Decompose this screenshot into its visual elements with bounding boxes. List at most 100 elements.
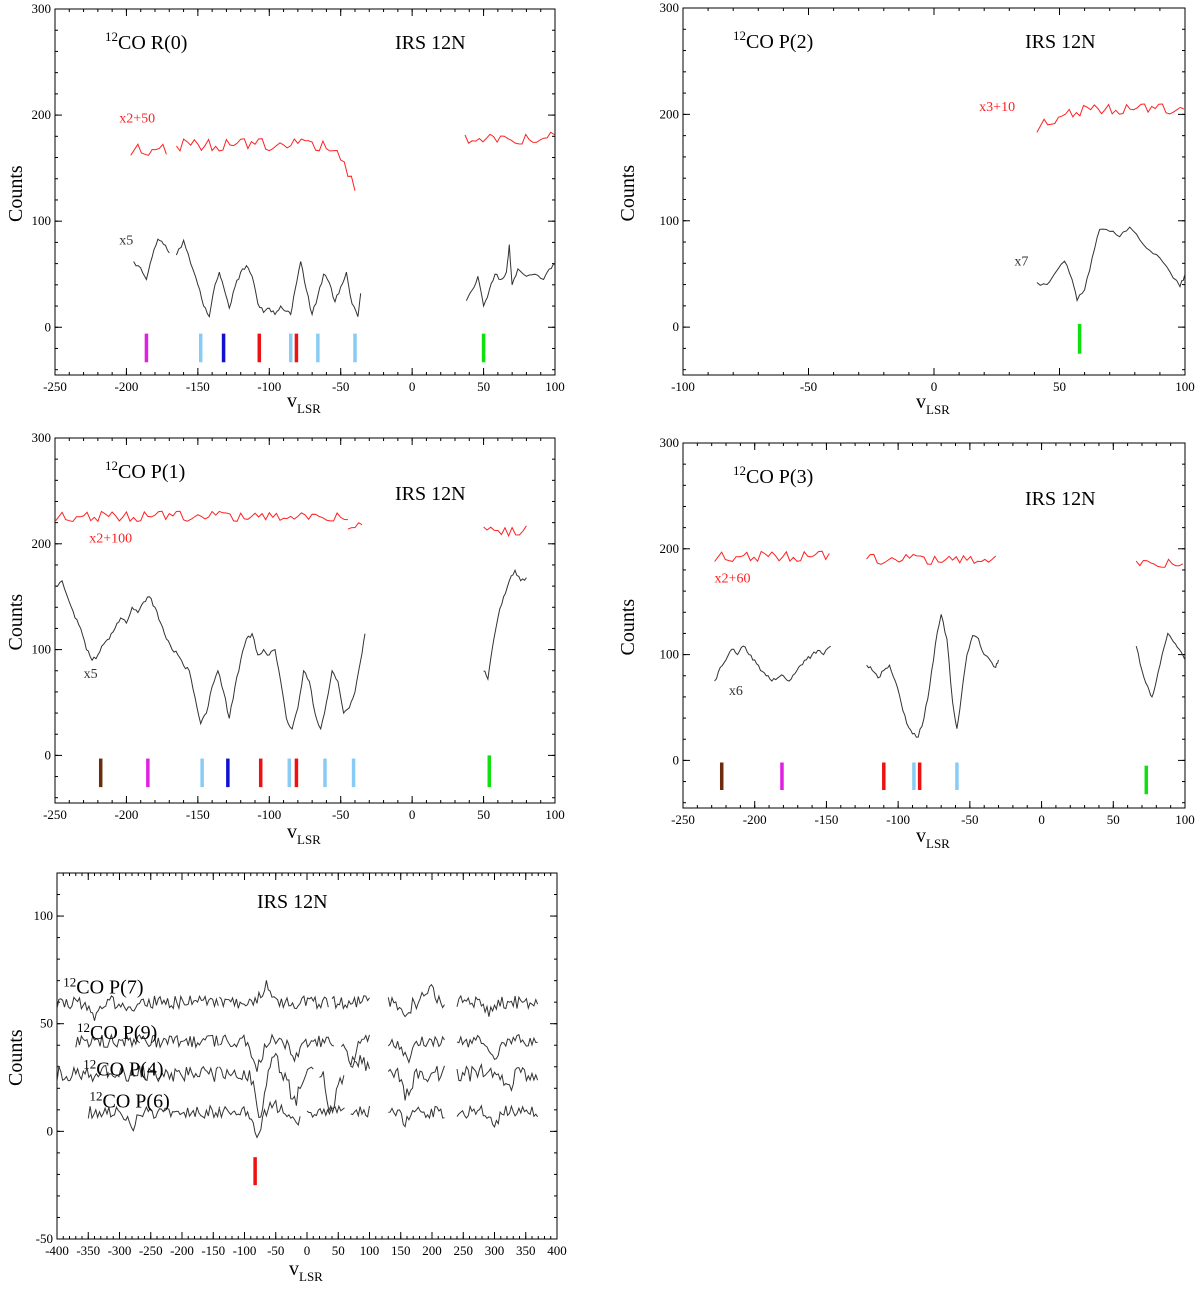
x-axis-label: vLSR — [287, 390, 321, 416]
trace-label-isotope: 12 — [77, 1020, 90, 1035]
spectrum-trace — [331, 995, 370, 1011]
spectrum-trace — [483, 525, 527, 538]
trace-label: 12CO P(6) — [90, 1089, 170, 1113]
y-tick-label: 100 — [660, 213, 680, 228]
title-molecule: CO — [746, 31, 779, 53]
panel-12co-p3: -250 -200 -150 -100 -50 0 50 100 0 100 200 300 vLSR C… — [617, 435, 1195, 851]
trace-label: 12CO P(7) — [63, 975, 143, 999]
panel-title: 12CO P(1) — [105, 458, 185, 483]
y-tick-label: 100 — [32, 642, 52, 657]
x-tick-label: -100 — [257, 379, 281, 394]
scale-annotation: x2+50 — [119, 112, 155, 127]
scale-annotation: x5 — [119, 234, 133, 249]
x-tick-label: 0 — [409, 807, 416, 822]
x-tick-label: -50 — [800, 379, 817, 394]
x-tick-label: 100 — [545, 379, 565, 394]
trace-label: 12CO P(4) — [83, 1056, 163, 1080]
x-tick-label: -200 — [743, 812, 767, 827]
spectrum-trace — [388, 1105, 445, 1128]
x-tick-label: -150 — [815, 812, 839, 827]
plot-frame — [56, 872, 558, 1240]
plot-frame — [54, 437, 556, 804]
spectrum-trace — [175, 138, 356, 191]
trace-label-molecule: CO — [96, 1058, 129, 1080]
x-tick-label: -250 — [139, 1243, 163, 1258]
x-axis-label-subscript: LSR — [926, 402, 950, 417]
x-tick-label: 100 — [1175, 812, 1195, 827]
x-tick-label: 100 — [545, 807, 565, 822]
spectrum-trace — [219, 1033, 335, 1072]
x-tick-label: -100 — [257, 807, 281, 822]
title-isotope: 12 — [733, 463, 746, 478]
spectrum-trace — [483, 568, 527, 682]
y-tick-label: 100 — [32, 213, 52, 228]
y-tick-label: 0 — [47, 1123, 54, 1138]
plot-frame — [682, 7, 1186, 376]
title-isotope: 12 — [105, 458, 118, 473]
panel-12co-r0: -250 -200 -150 -100 -50 0 50 100 0 100 200 300 vLSR C… — [5, 1, 565, 416]
trace-label-isotope: 12 — [83, 1056, 96, 1071]
x-axis-label-subscript: LSR — [926, 836, 950, 851]
spectrum-trace — [350, 1055, 370, 1071]
spectrum-trace — [714, 550, 830, 563]
x-tick-label: -150 — [186, 379, 210, 394]
trace-label-transition: P(7) — [109, 977, 143, 999]
trace-label-molecule: CO — [90, 1022, 123, 1044]
x-tick-label: 50 — [332, 1243, 345, 1258]
spectrum-trace — [456, 1062, 539, 1093]
x-axis-label: vLSR — [916, 391, 950, 417]
y-tick-label: 200 — [32, 536, 52, 551]
x-tick-label: 350 — [516, 1243, 536, 1258]
trace-label-transition: P(6) — [135, 1091, 169, 1113]
x-tick-label: 400 — [547, 1243, 567, 1258]
spectrum-trace — [219, 1099, 301, 1139]
x-axis-label-subscript: LSR — [297, 832, 321, 847]
y-axis-label: Counts — [5, 1029, 27, 1086]
x-axis-label: vLSR — [289, 1258, 323, 1284]
spectrum-trace — [456, 1104, 539, 1129]
spectrum-trace — [219, 1052, 314, 1119]
title-molecule: CO — [746, 466, 779, 488]
title-transition: R(0) — [151, 32, 188, 54]
x-tick-label: -50 — [332, 379, 349, 394]
spectrum-trace — [387, 983, 445, 1018]
spectrum-trace — [55, 510, 348, 523]
spectrum-trace — [341, 1034, 370, 1068]
spectrum-trace — [1036, 103, 1185, 133]
x-tick-label: 50 — [1053, 379, 1066, 394]
y-tick-label: 200 — [32, 107, 52, 122]
x-tick-label: -50 — [332, 807, 349, 822]
x-tick-label: -200 — [170, 1243, 194, 1258]
spectrum-trace — [456, 1034, 538, 1061]
y-tick-label: 0 — [673, 319, 680, 334]
spectrum-trace — [465, 244, 555, 308]
spectrum-trace — [57, 994, 219, 1021]
spectrum-trace — [866, 553, 997, 565]
x-tick-label: 150 — [391, 1243, 411, 1258]
x-tick-label: 50 — [477, 379, 490, 394]
spectrum-trace — [130, 143, 167, 156]
x-tick-label: 200 — [422, 1243, 442, 1258]
x-axis-label-subscript: LSR — [299, 1269, 323, 1284]
x-tick-label: 100 — [360, 1243, 380, 1258]
x-tick-label: -250 — [43, 807, 67, 822]
x-tick-label: 0 — [1038, 812, 1045, 827]
spectrum-trace — [55, 579, 366, 731]
spectrum-trace — [175, 238, 362, 319]
trace-label-transition: P(9) — [123, 1022, 157, 1044]
trace-label-isotope: 12 — [63, 975, 76, 990]
y-axis-label: Counts — [617, 599, 639, 656]
trace-label: 12CO P(9) — [77, 1020, 157, 1044]
spectrum-trace — [387, 1035, 445, 1065]
x-tick-label: -350 — [76, 1243, 100, 1258]
y-tick-label: 0 — [45, 319, 52, 334]
panel-12co-p1: -250 -200 -150 -100 -50 0 50 100 0 100 200 300 vLSR C… — [5, 430, 565, 847]
spectrum-trace — [866, 614, 999, 738]
title-transition: P(1) — [151, 461, 185, 483]
y-axis-label: Counts — [5, 594, 27, 651]
y-axis-label: Counts — [5, 165, 27, 222]
title-molecule: CO — [118, 461, 151, 483]
trace-label-transition: P(4) — [129, 1058, 163, 1080]
title-molecule: CO — [118, 32, 151, 54]
